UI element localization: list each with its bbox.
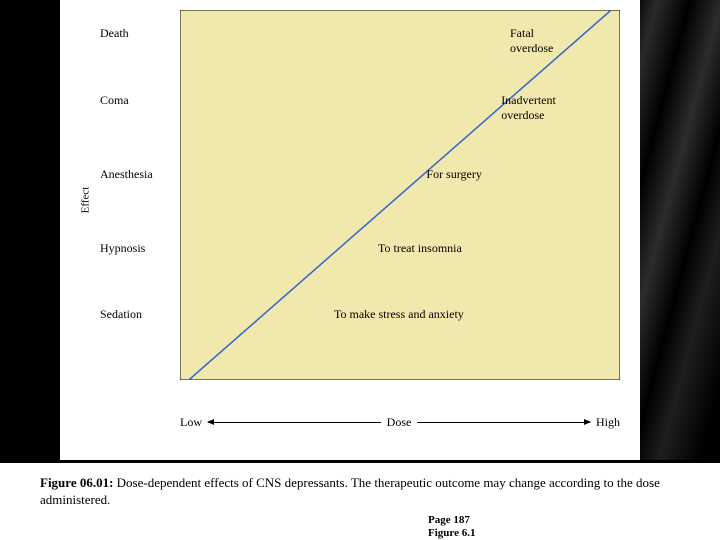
x-axis-low: Low <box>180 415 202 430</box>
annotation: Fataloverdose <box>510 26 553 56</box>
annotation: To make stress and anxiety <box>334 307 464 322</box>
y-tick-label: Hypnosis <box>100 241 175 256</box>
y-tick-label: Anesthesia <box>100 167 175 182</box>
caption-title: Figure 06.01: <box>40 475 113 490</box>
y-tick-label: Death <box>100 26 175 41</box>
annotation: For surgery <box>426 167 481 182</box>
arrow-right <box>417 422 590 423</box>
page-reference: Page 187 Figure 6.1 <box>428 514 475 539</box>
x-axis-center: Dose <box>387 415 412 430</box>
caption-body: Dose-dependent effects of CNS depressant… <box>40 475 660 507</box>
x-axis: Low Dose High <box>180 415 620 430</box>
y-tick-label: Coma <box>100 93 175 108</box>
page-ref-line2: Figure 6.1 <box>428 527 475 540</box>
line-chart-svg <box>180 10 620 380</box>
plot-background <box>180 10 620 380</box>
annotation: To treat insomnia <box>378 241 462 256</box>
figure-caption: Figure 06.01: Dose-dependent effects of … <box>40 475 680 509</box>
annotation: Inadvertentoverdose <box>501 93 556 123</box>
figure-container: Effect Death Coma Anesthesia Hypnosis Sedati… <box>60 0 640 460</box>
chart-area: Effect DeathComaAnesthesiaHypnosisSedati… <box>100 10 630 390</box>
y-axis-label: Effect <box>79 187 91 214</box>
y-tick-label: Sedation <box>100 307 175 322</box>
x-axis-high: High <box>596 415 620 430</box>
page-ref-line1: Page 187 <box>428 514 475 527</box>
arrow-left <box>208 422 381 423</box>
